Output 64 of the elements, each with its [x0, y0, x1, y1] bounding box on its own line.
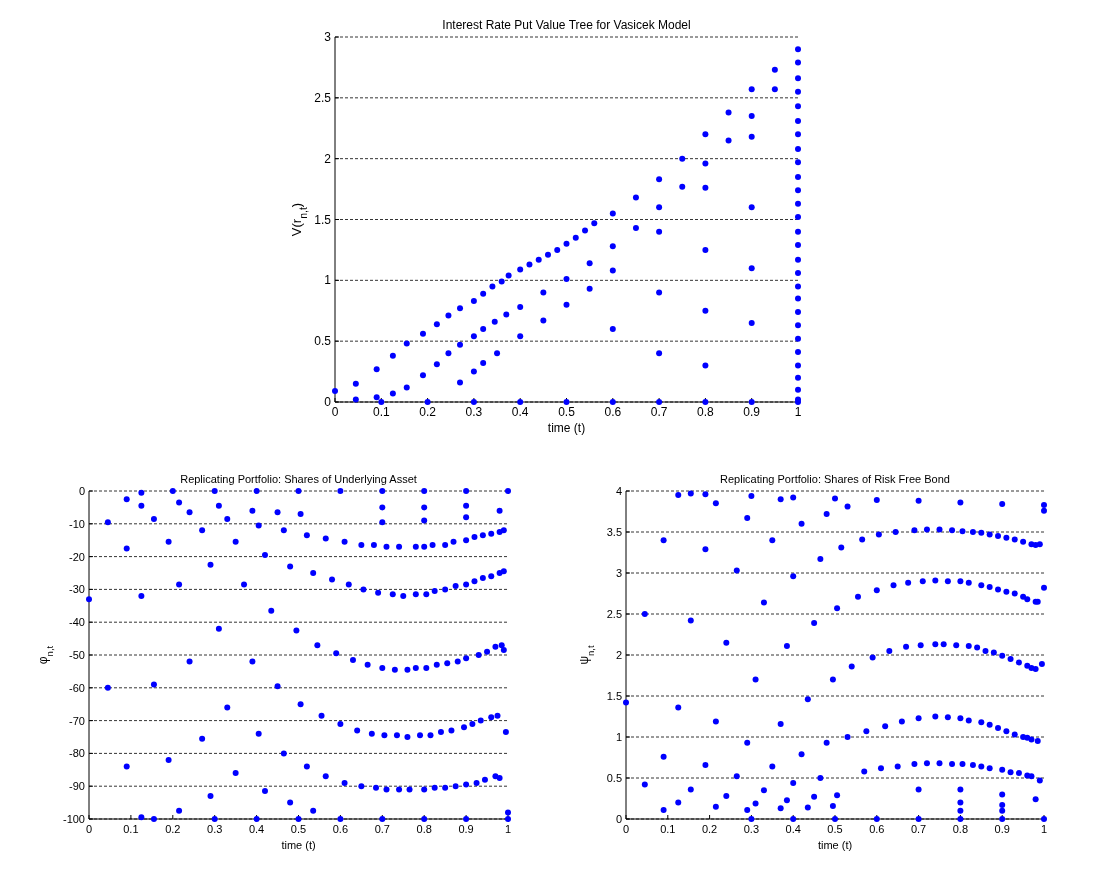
y-tick-label: 1.5 [314, 212, 332, 227]
x-axis-title: time (t) [817, 839, 853, 851]
y-tick-label: -50 [69, 649, 85, 661]
y-tick-label: 2.5 [314, 90, 332, 105]
x-tick-label: 0.1 [660, 823, 676, 835]
chart-title: Interest Rate Put Value Tree for Vasicek Model [442, 18, 691, 32]
x-tick-label: 0.2 [419, 405, 437, 419]
y-tick-label: 0.5 [314, 334, 332, 349]
x-tick-label: 1 [794, 405, 802, 419]
x-axis-title: time (t) [547, 421, 586, 435]
y-tick-label: 2 [324, 151, 332, 166]
y-tick-label: 4 [615, 485, 622, 497]
x-tick-label: 0.3 [743, 823, 760, 835]
x-tick-label: 0.4 [248, 823, 265, 835]
y-tick-label: 3 [324, 30, 332, 44]
x-tick-label: 0.4 [511, 405, 529, 419]
x-tick-label: 0.6 [869, 823, 885, 835]
chart-title: Replicating Portfolio: Shares of Underlying Asset [180, 473, 417, 485]
x-tick-label: 0.7 [374, 823, 390, 835]
x-tick-label: 0.5 [827, 823, 843, 835]
x-tick-label: 0.7 [910, 823, 927, 835]
y-tick-label: 1.5 [606, 690, 622, 702]
x-axis-title: time (t) [281, 839, 316, 851]
x-tick-label: 0.7 [650, 405, 668, 419]
x-tick-label: 0.8 [697, 405, 715, 419]
x-tick-label: 1 [1040, 823, 1048, 835]
x-tick-label: 0.8 [952, 823, 969, 835]
chart-title: Replicating Portfolio: Shares of Risk Free Bond [720, 473, 950, 485]
y-tick-label: -30 [69, 583, 85, 596]
x-tick-label: 0.2 [701, 823, 718, 835]
y-tick-label: -40 [69, 616, 85, 629]
x-tick-label: 0.2 [165, 823, 181, 835]
y-tick-label: 0.5 [606, 772, 622, 784]
y-tick-label: 2.5 [606, 608, 622, 620]
y-tick-label: -90 [69, 780, 85, 793]
x-tick-label: 0.4 [785, 823, 801, 835]
x-tick-label: 0.3 [207, 823, 223, 835]
x-tick-label: 0.9 [743, 405, 761, 419]
y-tick-label: -80 [69, 747, 85, 760]
y-tick-label: 3.5 [606, 526, 622, 538]
y-tick-label: 1 [615, 731, 622, 743]
y-tick-label: -60 [69, 681, 85, 694]
y-tick-label: -10 [69, 517, 85, 530]
x-tick-label: 0.1 [123, 823, 139, 835]
x-tick-label: 0.9 [458, 823, 474, 835]
x-tick-label: 0.3 [465, 405, 483, 419]
x-tick-label: 0 [85, 823, 93, 835]
y-tick-label: -70 [69, 714, 85, 727]
x-tick-label: 0.8 [416, 823, 432, 835]
x-tick-label: 0.9 [994, 823, 1010, 835]
x-tick-label: 0.5 [558, 405, 576, 419]
y-tick-label: 0 [78, 485, 85, 497]
y-tick-label: 1 [324, 273, 332, 288]
y-tick-label: -100 [62, 813, 85, 825]
y-tick-label: -20 [69, 550, 85, 563]
y-tick-label: 3 [615, 567, 622, 579]
x-tick-label: 0.6 [332, 823, 349, 835]
x-tick-label: 1 [504, 823, 512, 835]
y-tick-label: 0 [324, 395, 332, 409]
x-tick-label: 0.1 [372, 405, 390, 419]
y-tick-label: 2 [615, 649, 622, 661]
x-tick-label: 0.5 [290, 823, 307, 835]
x-tick-label: 0.6 [604, 405, 622, 419]
y-tick-label: 0 [615, 813, 622, 825]
